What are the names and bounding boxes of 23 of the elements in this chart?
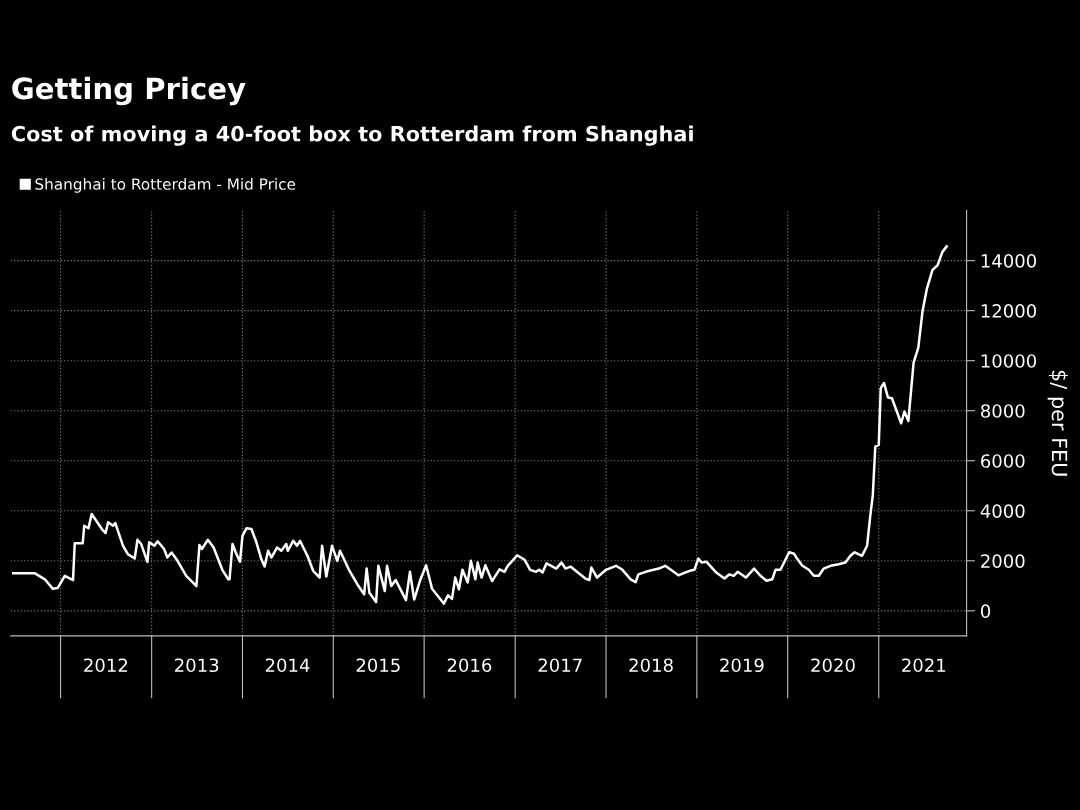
y-tick-label: 0 <box>980 604 991 618</box>
x-tick-label: 2012 <box>84 658 128 673</box>
y-tick-label: 2000 <box>981 554 1025 568</box>
y-axis-title: $/ per FEU <box>1047 370 1068 476</box>
chart-title: Getting Pricey <box>12 76 246 106</box>
x-tick-label: 2020 <box>811 658 855 673</box>
x-tick-label: 2017 <box>538 658 582 673</box>
x-tick-label: 2013 <box>175 658 219 673</box>
y-tick-label: 4000 <box>980 504 1025 518</box>
y-tick-label: 10000 <box>981 354 1037 368</box>
x-tick-label: 2016 <box>447 658 492 673</box>
legend-label: Shanghai to Rotterdam - Mid Price <box>35 178 296 193</box>
x-tick-label: 2018 <box>629 658 673 673</box>
y-tick-label: 14000 <box>981 254 1037 268</box>
chart-subtitle: Cost of moving a 40-foot box to Rotterdam from Shanghai <box>11 125 693 146</box>
x-tick-label: 2019 <box>720 658 764 673</box>
y-tick-label: 12000 <box>981 304 1037 318</box>
line-series <box>12 245 948 605</box>
y-tick-label: 6000 <box>981 454 1025 468</box>
x-tick-label: 2015 <box>356 658 400 673</box>
x-tick-label: 2021 <box>902 658 946 673</box>
x-tick-label: 2014 <box>265 658 310 673</box>
y-tick-label: 8000 <box>981 404 1025 418</box>
